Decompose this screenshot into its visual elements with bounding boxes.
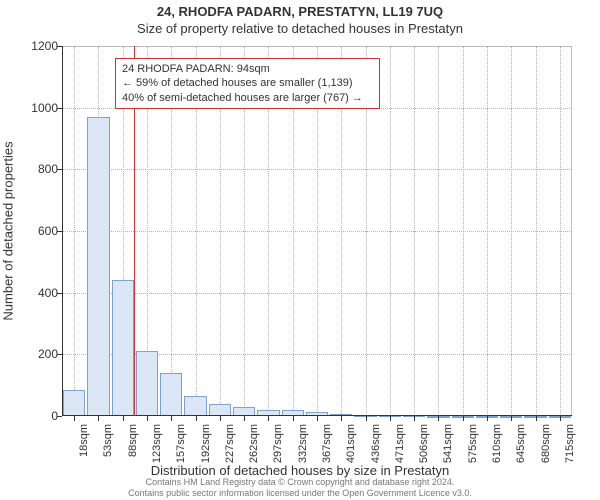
gridline-v (390, 46, 391, 416)
xtick-label: 680sqm (540, 424, 552, 463)
xtick-mark (366, 416, 367, 421)
y-axis-label: Number of detached properties (1, 52, 16, 231)
ytick-label: 1000 (8, 101, 58, 115)
xtick-mark (414, 416, 415, 421)
footer-line-2: Contains public sector information licen… (0, 488, 600, 498)
xtick-label: 506sqm (418, 424, 430, 463)
ytick-label: 400 (8, 286, 58, 300)
xtick-label: 436sqm (370, 424, 382, 463)
gridline-v (560, 46, 561, 416)
xtick-mark (98, 416, 99, 421)
xtick-label: 262sqm (248, 424, 260, 463)
gridline-v (74, 46, 75, 416)
gridline-v (511, 46, 512, 416)
xtick-label: 297sqm (272, 424, 284, 463)
xtick-label: 227sqm (224, 424, 236, 463)
gridline-v (438, 46, 439, 416)
xtick-mark (293, 416, 294, 421)
xtick-mark (220, 416, 221, 421)
xtick-label: 157sqm (175, 424, 187, 463)
xtick-mark (390, 416, 391, 421)
xtick-label: 715sqm (564, 424, 576, 463)
xtick-mark (487, 416, 488, 421)
gridline-v (536, 46, 537, 416)
xtick-label: 645sqm (515, 424, 527, 463)
title-address: 24, RHODFA PADARN, PRESTATYN, LL19 7UQ (0, 0, 600, 19)
ytick-label: 0 (8, 409, 58, 423)
xtick-label: 332sqm (297, 424, 309, 463)
xtick-mark (463, 416, 464, 421)
xtick-mark (268, 416, 269, 421)
xtick-mark (74, 416, 75, 421)
xtick-label: 53sqm (102, 424, 114, 457)
histogram-bar (136, 351, 158, 416)
xtick-mark (147, 416, 148, 421)
xtick-mark (560, 416, 561, 421)
annotation-line-3: 40% of semi-detached houses are larger (… (122, 91, 373, 105)
footer-line-1: Contains HM Land Registry data © Crown c… (0, 477, 600, 487)
xtick-mark (196, 416, 197, 421)
annotation-box: 24 RHODFA PADARN: 94sqm ← 59% of detache… (115, 58, 380, 109)
xtick-label: 192sqm (200, 424, 212, 463)
chart-container: 24, RHODFA PADARN, PRESTATYN, LL19 7UQ S… (0, 0, 600, 500)
gridline-v (463, 46, 464, 416)
xtick-mark (123, 416, 124, 421)
xtick-label: 123sqm (151, 424, 163, 463)
gridline-v (487, 46, 488, 416)
x-axis-label: Distribution of detached houses by size … (0, 463, 600, 478)
xtick-label: 471sqm (394, 424, 406, 463)
xtick-label: 18sqm (78, 424, 90, 457)
histogram-bar (63, 390, 85, 416)
ytick-label: 1200 (8, 39, 58, 53)
xtick-label: 367sqm (321, 424, 333, 463)
gridline-v (414, 46, 415, 416)
xtick-label: 610sqm (491, 424, 503, 463)
xtick-mark (438, 416, 439, 421)
xtick-mark (317, 416, 318, 421)
xtick-label: 575sqm (467, 424, 479, 463)
histogram-bar (87, 117, 109, 416)
xtick-mark (171, 416, 172, 421)
ytick-label: 600 (8, 224, 58, 238)
ytick-label: 800 (8, 162, 58, 176)
xtick-label: 541sqm (442, 424, 454, 463)
annotation-line-1: 24 RHODFA PADARN: 94sqm (122, 62, 373, 76)
footer-credits: Contains HM Land Registry data © Crown c… (0, 477, 600, 498)
xtick-mark (536, 416, 537, 421)
xtick-mark (511, 416, 512, 421)
title-subtitle: Size of property relative to detached ho… (0, 19, 600, 36)
xtick-mark (341, 416, 342, 421)
xtick-label: 88sqm (127, 424, 139, 457)
histogram-bar (160, 373, 182, 416)
xtick-label: 401sqm (345, 424, 357, 463)
histogram-bar (112, 280, 134, 416)
y-axis-line (62, 46, 63, 416)
xtick-mark (244, 416, 245, 421)
ytick-label: 200 (8, 347, 58, 361)
annotation-line-2: ← 59% of detached houses are smaller (1,… (122, 76, 373, 90)
histogram-bar (184, 396, 206, 416)
